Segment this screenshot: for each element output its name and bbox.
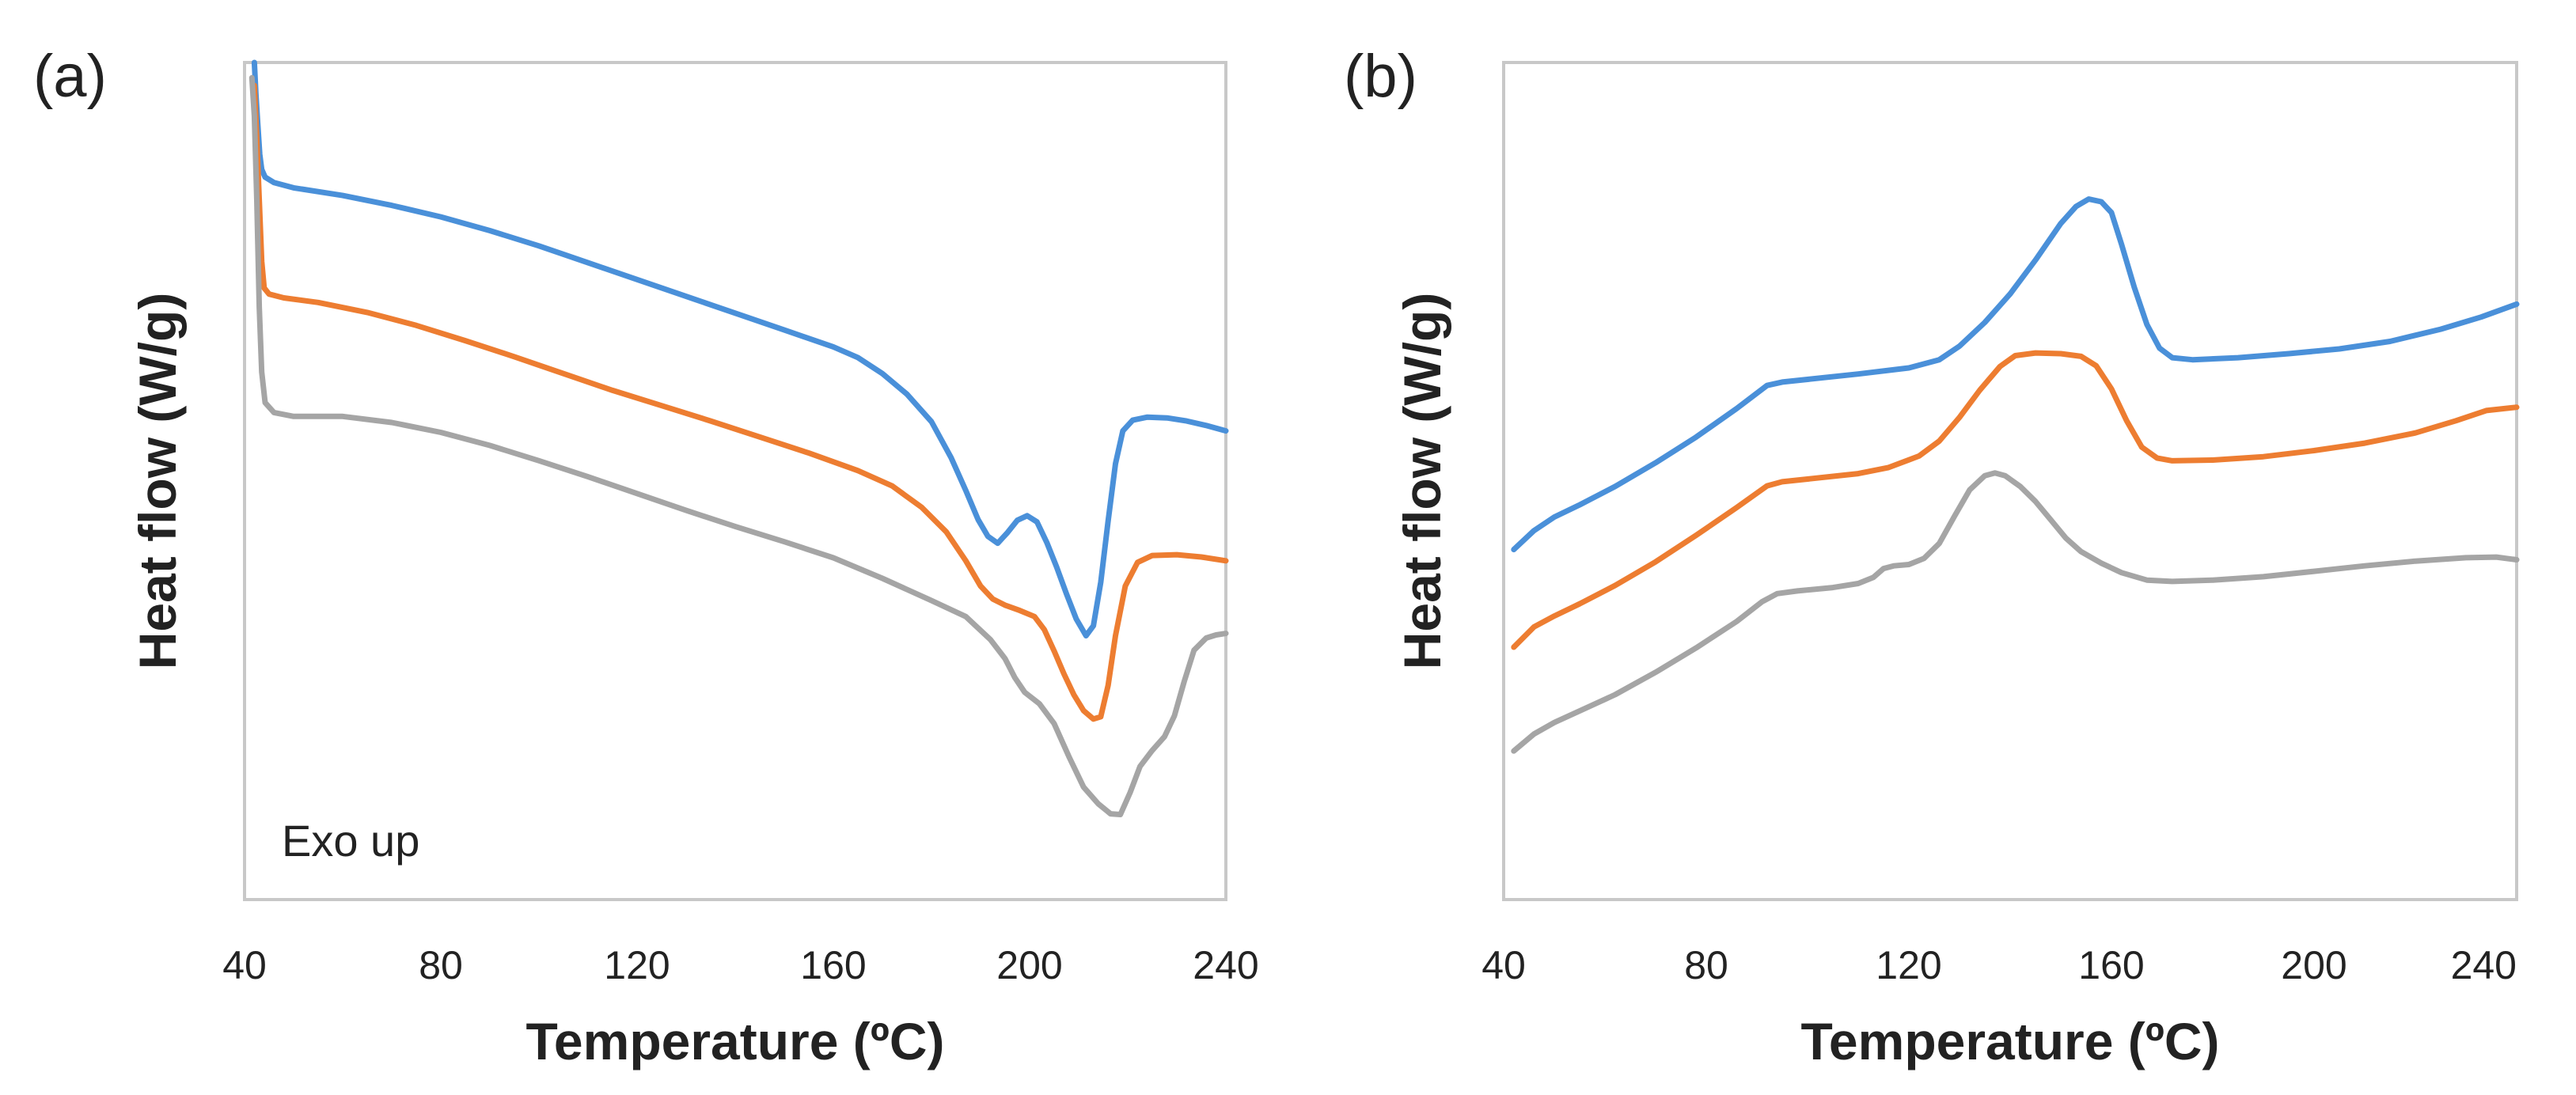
panel-b-x-tick-160: 160 — [2078, 943, 2144, 987]
panel-a-x-tick-40: 40 — [222, 943, 267, 987]
panel-a-x-tick-160: 160 — [800, 943, 866, 987]
panel-a-x-tick-240: 240 — [1193, 943, 1258, 987]
panel-a-y-axis-title: Heat flow (W/g) — [128, 293, 187, 670]
panel-b-plot-area — [1502, 61, 2518, 901]
panel-a-series-group — [248, 59, 1229, 817]
panel-b-y-axis-title: Heat flow (W/g) — [1393, 293, 1451, 670]
panel-b-x-tick-120: 120 — [1876, 943, 1941, 987]
panel-a-series-blue — [251, 59, 1229, 638]
panel-b-x-tick-200: 200 — [2281, 943, 2346, 987]
panel-a-x-tick-200: 200 — [996, 943, 1062, 987]
panel-b-label: (b) — [1344, 43, 1417, 110]
panel-b-series-gray — [1511, 470, 2520, 754]
panel-b: (b) 40 80 120 160 200 240 Temperature (º… — [1344, 43, 2520, 1070]
panel-a-x-axis-title: Temperature (ºC) — [526, 1012, 945, 1070]
panel-a-x-tick-80: 80 — [419, 943, 463, 987]
panel-a-plot-area — [243, 61, 1227, 901]
panel-a: (a) 40 80 120 160 200 240 Temperature (º… — [33, 43, 1259, 1070]
panel-b-x-axis-title: Temperature (ºC) — [1801, 1012, 2220, 1070]
panel-a-exo-up-annotation: Exo up — [282, 816, 419, 866]
panel-a-series-gray — [248, 74, 1229, 817]
panel-b-x-tick-80: 80 — [1684, 943, 1728, 987]
panel-b-x-tick-240: 240 — [2451, 943, 2517, 987]
panel-a-x-tick-120: 120 — [604, 943, 670, 987]
panel-b-series-orange — [1511, 350, 2520, 650]
panel-b-x-ticks: 40 80 120 160 200 240 — [1481, 943, 2517, 987]
panel-b-series-group — [1511, 196, 2520, 754]
panel-b-x-tick-40: 40 — [1481, 943, 1526, 987]
panel-a-x-ticks: 40 80 120 160 200 240 — [222, 943, 1259, 987]
panel-b-series-blue — [1511, 196, 2520, 553]
panel-a-series-orange — [251, 82, 1229, 722]
panel-a-label: (a) — [33, 43, 107, 110]
